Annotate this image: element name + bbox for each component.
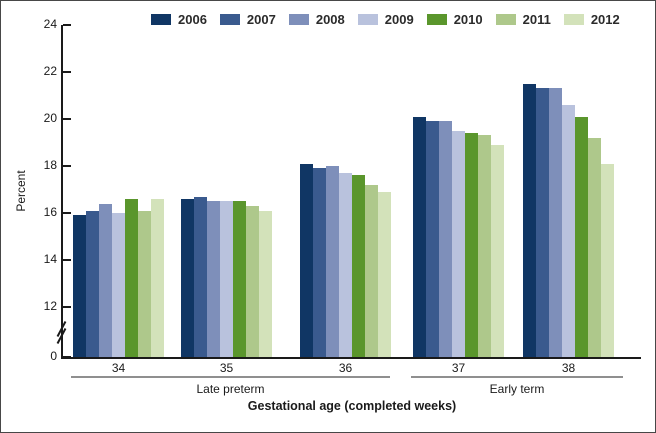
bar-2009-week-35 — [220, 201, 233, 357]
legend-swatch-2008 — [288, 14, 309, 25]
y-tick-label-22: 22 — [43, 64, 57, 78]
legend-swatch-2009 — [357, 14, 378, 25]
bar-2009-week-37 — [452, 130, 465, 357]
bar-2011-week-34 — [138, 210, 151, 357]
category-label-35: 35 — [219, 361, 234, 375]
y-tick-18 — [63, 165, 71, 167]
y-tick-label-14: 14 — [43, 252, 57, 266]
x-axis-title: Gestational age (completed weeks) — [247, 399, 457, 413]
bar-2012-week-37 — [491, 144, 504, 357]
bar-2008-week-36 — [326, 166, 339, 357]
bar-2010-week-35 — [233, 201, 246, 357]
y-tick-24 — [63, 24, 71, 26]
bar-2006-week-36 — [300, 163, 313, 357]
bar-group-week-34 — [73, 198, 164, 357]
bar-2009-week-34 — [112, 213, 125, 357]
bar-2007-week-35 — [194, 196, 207, 357]
legend-item-2012: 2012 — [563, 12, 620, 27]
bar-2010-week-34 — [125, 198, 138, 357]
bar-2007-week-38 — [536, 88, 549, 357]
group-underline-0 — [71, 376, 390, 378]
legend-item-2006: 2006 — [151, 13, 207, 26]
y-tick-12 — [63, 306, 71, 308]
legend-label: 2010 — [453, 12, 483, 27]
bar-2009-week-38 — [562, 104, 575, 357]
category-label-34: 34 — [111, 361, 126, 375]
bar-group-week-35 — [181, 196, 272, 357]
x-axis-line — [61, 357, 641, 359]
bar-2007-week-34 — [86, 210, 99, 357]
category-label-38: 38 — [561, 361, 576, 375]
legend-swatch-2010 — [426, 14, 447, 25]
bar-2007-week-37 — [426, 121, 439, 357]
category-label-37: 37 — [451, 361, 466, 375]
bar-2008-week-38 — [549, 88, 562, 357]
bar-2006-week-37 — [413, 116, 426, 357]
bar-2012-week-38 — [601, 163, 614, 357]
bar-2012-week-36 — [378, 191, 391, 357]
bar-2011-week-38 — [588, 137, 601, 357]
bar-group-week-38 — [523, 83, 614, 357]
category-label-36: 36 — [338, 361, 353, 375]
legend-item-2008: 2008 — [288, 12, 345, 27]
bar-2011-week-35 — [246, 205, 259, 357]
bar-2008-week-35 — [207, 201, 220, 357]
bar-2011-week-36 — [365, 184, 378, 357]
legend-label: 2011 — [522, 12, 551, 27]
y-tick-14 — [63, 259, 71, 261]
y-tick-label-16: 16 — [43, 205, 57, 219]
bar-2010-week-37 — [465, 133, 478, 357]
bar-2006-week-35 — [181, 198, 194, 357]
y-tick-label-20: 20 — [43, 111, 57, 125]
y-tick-16 — [63, 212, 71, 214]
y-tick-20 — [63, 118, 71, 120]
legend-item-2011: 2011 — [495, 12, 551, 27]
bar-2007-week-36 — [313, 168, 326, 357]
legend-item-2007: 2007 — [219, 12, 276, 27]
bar-2006-week-38 — [523, 83, 536, 357]
bar-2010-week-38 — [575, 116, 588, 357]
y-axis-title: Percent — [14, 170, 28, 212]
legend-swatch-2012 — [563, 14, 584, 25]
legend-label: 2009 — [384, 12, 414, 27]
bar-2011-week-37 — [478, 135, 491, 357]
bar-2009-week-36 — [339, 173, 352, 357]
legend-item-2009: 2009 — [357, 12, 414, 27]
y-tick-label-12: 12 — [43, 299, 57, 313]
legend-label: 2012 — [590, 12, 620, 27]
legend-swatch-2011 — [495, 14, 516, 25]
y-tick-0 — [63, 356, 71, 358]
legend-label: 2007 — [246, 12, 276, 27]
y-axis-line — [61, 25, 63, 357]
bar-2012-week-34 — [151, 198, 164, 357]
y-tick-label-0: 0 — [50, 349, 57, 363]
legend-swatch-2007 — [219, 14, 240, 25]
legend-swatch-2006 — [151, 14, 171, 25]
bar-2012-week-35 — [259, 210, 272, 357]
group-underline-1 — [411, 376, 623, 378]
bar-2008-week-37 — [439, 121, 452, 357]
group-label-0: Late preterm — [196, 382, 265, 396]
plot-area: 0 12 14 16 18 20 22 24 34 35 36 37 38 — [44, 18, 641, 375]
legend-item-2010: 2010 — [426, 12, 483, 27]
legend-label: 2008 — [315, 12, 345, 27]
y-tick-label-18: 18 — [43, 158, 57, 172]
legend-label: 2006 — [178, 12, 207, 27]
bar-2006-week-34 — [73, 215, 86, 357]
bar-group-week-37 — [413, 116, 504, 357]
bar-group-week-36 — [300, 163, 391, 357]
legend: 2006 2007 2008 2009 2010 2011 2012 — [151, 13, 620, 26]
y-tick-label-24: 24 — [43, 17, 57, 31]
y-tick-22 — [63, 71, 71, 73]
group-label-1: Early term — [489, 382, 545, 396]
bar-2008-week-34 — [99, 203, 112, 357]
bar-2010-week-36 — [352, 175, 365, 357]
